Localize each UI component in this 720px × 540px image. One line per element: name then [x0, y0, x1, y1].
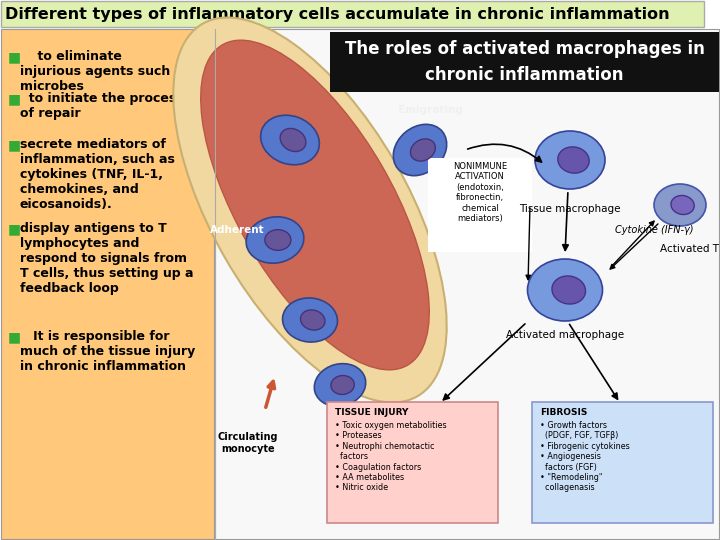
- Text: Activated T cell: Activated T cell: [660, 244, 720, 254]
- Ellipse shape: [300, 310, 325, 330]
- Ellipse shape: [246, 217, 304, 263]
- Ellipse shape: [410, 139, 436, 161]
- Text: FIBROSIS: FIBROSIS: [540, 408, 588, 417]
- Ellipse shape: [552, 276, 585, 304]
- Text: Adherent: Adherent: [210, 225, 264, 235]
- FancyBboxPatch shape: [428, 158, 532, 252]
- Text: • Growth factors
  (PDGF, FGF, TGFβ)
• Fibrogenic cytokines
• Angiogenesis
  fac: • Growth factors (PDGF, FGF, TGFβ) • Fib…: [540, 421, 630, 492]
- Ellipse shape: [282, 298, 338, 342]
- FancyBboxPatch shape: [330, 32, 719, 92]
- Text: Emigrating: Emigrating: [397, 105, 462, 115]
- Text: Different types of inflammatory cells accumulate in chronic inflammation: Different types of inflammatory cells ac…: [5, 6, 670, 22]
- Ellipse shape: [393, 124, 446, 176]
- Text: NONIMMUNE
ACTIVATION
(endotoxin,
fibronectin,
chemical
mediators): NONIMMUNE ACTIVATION (endotoxin, fibrone…: [453, 162, 507, 223]
- Ellipse shape: [331, 375, 354, 394]
- Ellipse shape: [558, 147, 589, 173]
- Text: Tissue macrophage: Tissue macrophage: [519, 204, 621, 214]
- Ellipse shape: [265, 230, 291, 251]
- Ellipse shape: [315, 363, 366, 407]
- Text: to initiate the process
of repair: to initiate the process of repair: [20, 92, 184, 120]
- Text: Circulating
monocyte: Circulating monocyte: [217, 432, 278, 454]
- FancyBboxPatch shape: [215, 29, 719, 539]
- Text: It is responsible for
much of the tissue injury
in chronic inflammation: It is responsible for much of the tissue…: [20, 330, 195, 373]
- Ellipse shape: [280, 129, 306, 152]
- Text: • Toxic oxygen metabolities
• Proteases
• Neutrophi chemotactic
  factors
• Coag: • Toxic oxygen metabolities • Proteases …: [335, 421, 446, 492]
- Text: Activated macrophage: Activated macrophage: [506, 330, 624, 340]
- Ellipse shape: [671, 195, 694, 214]
- Text: ■: ■: [8, 222, 21, 236]
- FancyBboxPatch shape: [1, 29, 214, 539]
- Ellipse shape: [654, 184, 706, 226]
- Text: ■: ■: [8, 138, 21, 152]
- Ellipse shape: [261, 115, 320, 165]
- Ellipse shape: [201, 40, 429, 370]
- Text: display antigens to T
lymphocytes and
respond to signals from
T cells, thus sett: display antigens to T lymphocytes and re…: [20, 222, 194, 295]
- Text: ■: ■: [8, 50, 21, 64]
- Text: TISSUE INJURY: TISSUE INJURY: [335, 408, 408, 417]
- Text: ■: ■: [8, 92, 21, 106]
- Ellipse shape: [528, 259, 603, 321]
- Text: to eliminate
injurious agents such as
microbes: to eliminate injurious agents such as mi…: [20, 50, 191, 93]
- Ellipse shape: [174, 17, 446, 402]
- FancyBboxPatch shape: [327, 402, 498, 523]
- Text: The roles of activated macrophages in
chronic inflammation: The roles of activated macrophages in ch…: [345, 40, 704, 84]
- FancyBboxPatch shape: [532, 402, 713, 523]
- Text: Cytokine (IFN-γ): Cytokine (IFN-γ): [615, 225, 693, 235]
- Ellipse shape: [535, 131, 605, 189]
- FancyBboxPatch shape: [1, 1, 704, 27]
- Text: secrete mediators of
inflammation, such as
cytokines (TNF, IL-1,
chemokines, and: secrete mediators of inflammation, such …: [20, 138, 175, 211]
- Text: ■: ■: [8, 330, 21, 344]
